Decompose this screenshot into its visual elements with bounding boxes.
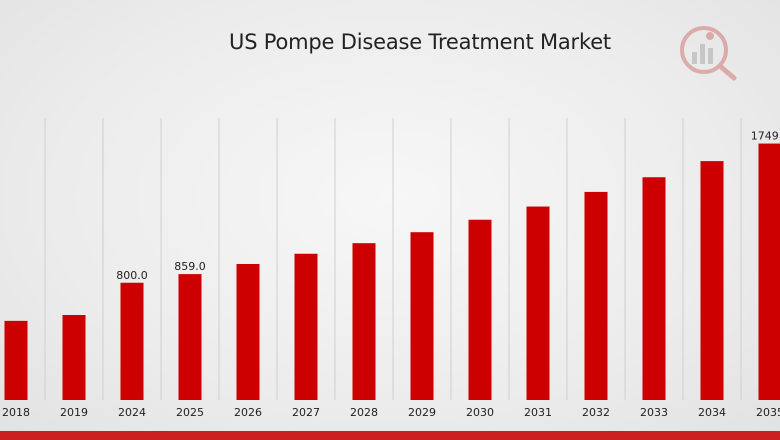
x-tick-label: 2032 [582,406,610,419]
bar-2026 [236,264,260,400]
bar-2018 [4,320,28,400]
data-label-2025: 859.0 [174,260,206,273]
x-tick-label: 2026 [234,406,262,419]
x-tick-label: 2029 [408,406,436,419]
x-tick-label: 2018 [2,406,30,419]
x-tick-label: 2019 [60,406,88,419]
x-tick-label: 2024 [118,406,146,419]
chart-title: US Pompe Disease Treatment Market [229,30,611,54]
bar-2028 [352,243,376,400]
x-tick-label: 2031 [524,406,552,419]
bar-2034 [700,161,724,400]
bar-2031 [526,206,550,400]
bar-2035 [758,143,780,400]
x-tick-label: 2030 [466,406,494,419]
bar-2032 [584,191,608,400]
bar-2027 [294,253,318,400]
bottom-band [0,431,780,440]
data-label-2035: 1749.9 [751,130,780,143]
bar-2030 [468,219,492,400]
x-tick-label: 2025 [176,406,204,419]
data-label-2024: 800.0 [116,269,148,282]
market-research-logo-icon [680,26,737,81]
bar-2019 [62,315,86,400]
x-tick-label: 2033 [640,406,668,419]
bar-2025 [178,274,202,400]
bar-2024 [120,282,144,400]
x-tick-label: 2035 [756,406,780,419]
x-tick-label: 2028 [350,406,378,419]
bar-2029 [410,232,434,400]
x-tick-label: 2027 [292,406,320,419]
x-tick-label: 2034 [698,406,726,419]
bar-2033 [642,177,666,400]
